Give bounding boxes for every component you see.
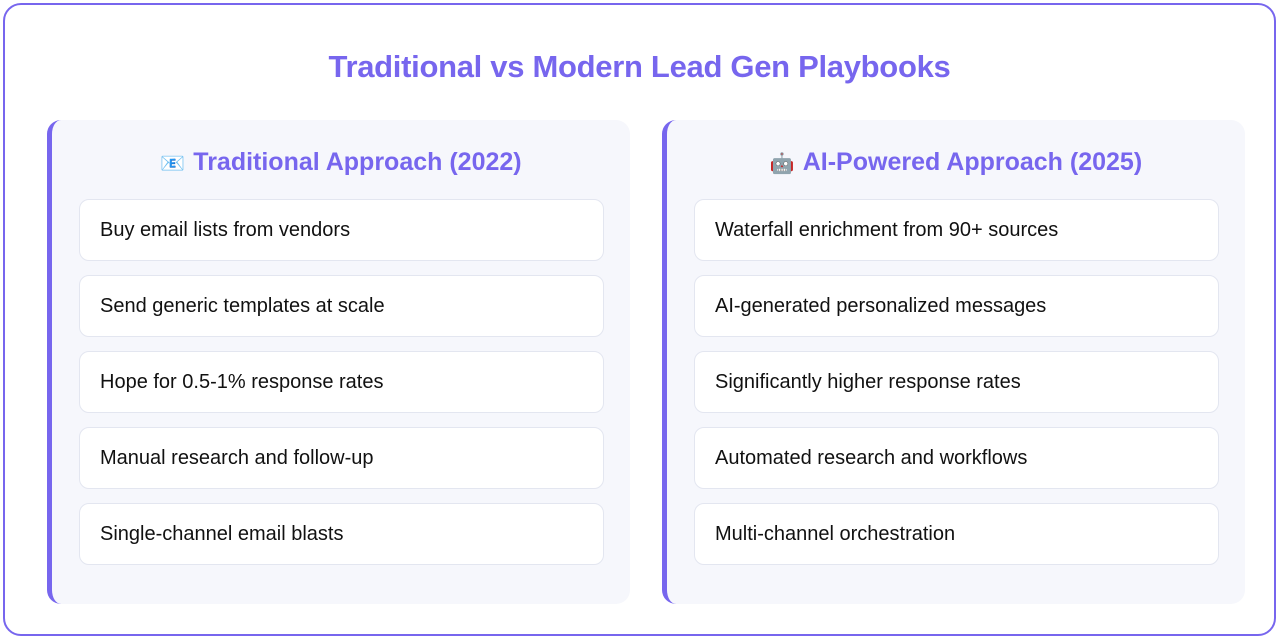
- panel-title-text: Traditional Approach (2022): [193, 148, 522, 176]
- list-item: Hope for 0.5-1% response rates: [79, 351, 604, 413]
- list-item: Significantly higher response rates: [694, 351, 1219, 413]
- list-item: Multi-channel orchestration: [694, 503, 1219, 565]
- list-item: Single-channel email blasts: [79, 503, 604, 565]
- list-item: Manual research and follow-up: [79, 427, 604, 489]
- list-item: AI-generated personalized messages: [694, 275, 1219, 337]
- panel-title: 📧 Traditional Approach (2022): [52, 148, 630, 177]
- panel-title: 🤖 AI-Powered Approach (2025): [667, 148, 1245, 177]
- list-item: Buy email lists from vendors: [79, 199, 604, 261]
- list-item: Automated research and workflows: [694, 427, 1219, 489]
- item-list: Waterfall enrichment from 90+ sources AI…: [694, 199, 1219, 579]
- robot-icon: 🤖: [769, 153, 795, 175]
- ai-powered-approach-panel: 🤖 AI-Powered Approach (2025) Waterfall en…: [662, 120, 1245, 604]
- list-item: Send generic templates at scale: [79, 275, 604, 337]
- traditional-approach-panel: 📧 Traditional Approach (2022) Buy email l…: [47, 120, 630, 604]
- envelope-icon: 📧: [160, 153, 186, 175]
- page-title: Traditional vs Modern Lead Gen Playbooks: [328, 49, 951, 84]
- panel-title-text: AI-Powered Approach (2025): [802, 148, 1143, 176]
- comparison-frame: Traditional vs Modern Lead Gen Playbooks…: [3, 3, 1276, 636]
- item-list: Buy email lists from vendors Send generi…: [79, 199, 604, 579]
- list-item: Waterfall enrichment from 90+ sources: [694, 199, 1219, 261]
